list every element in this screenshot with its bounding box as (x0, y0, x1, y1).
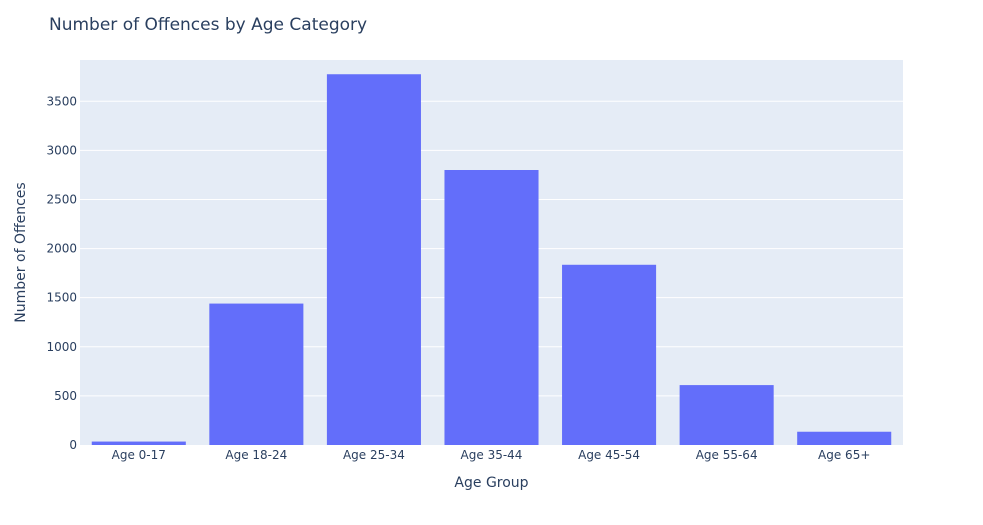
y-tick-label: 2000 (46, 242, 77, 256)
bar-age-25-34[interactable] (326, 74, 421, 445)
x-tick-label: Age 0-17 (112, 448, 166, 462)
x-axis-title: Age Group (454, 475, 528, 491)
x-tick-label: Age 65+ (818, 448, 870, 462)
y-tick-label: 2500 (46, 192, 77, 206)
bar-age-35-44[interactable] (444, 170, 539, 445)
chart-title: Number of Offences by Age Category (49, 15, 367, 35)
x-tick-label: Age 35-44 (461, 448, 523, 462)
x-tick-label: Age 18-24 (225, 448, 287, 462)
x-tick-label: Age 45-54 (578, 448, 640, 462)
bars (91, 74, 892, 445)
x-tick-label: Age 25-34 (343, 448, 405, 462)
bar-age-45-54[interactable] (562, 264, 657, 445)
y-tick-label: 1500 (46, 291, 77, 305)
x-tick-label: Age 55-64 (696, 448, 758, 462)
bar-age-0-17[interactable] (91, 441, 186, 445)
y-tick-label: 3000 (46, 143, 77, 157)
y-axis-title: Number of Offences (13, 182, 29, 322)
bar-age-65-[interactable] (797, 431, 892, 445)
y-tick-label: 500 (54, 389, 77, 403)
y-tick-label: 0 (69, 438, 77, 452)
x-tick-labels: Age 0-17 Age 18-24 Age 25-34 Age 35-44 Age 4… (112, 448, 871, 462)
y-tick-label: 3500 (46, 94, 77, 108)
bar-age-55-64[interactable] (679, 385, 774, 445)
y-tick-labels: 0 500 1000 1500 2000 2500 3000 3500 (46, 94, 77, 452)
y-tick-label: 1000 (46, 340, 77, 354)
bar-age-18-24[interactable] (209, 303, 304, 445)
